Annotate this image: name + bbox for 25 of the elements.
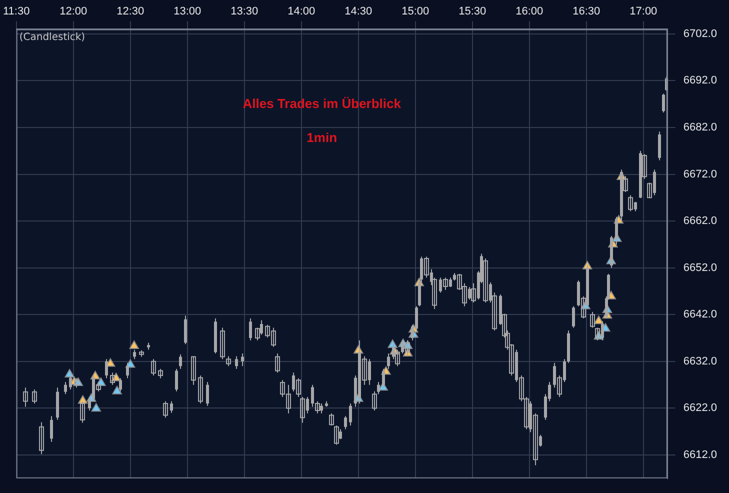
x-tick-label: 13:00 xyxy=(174,6,202,18)
y-tick-label: 6622.0 xyxy=(683,402,718,414)
annotation: (Candlestick) xyxy=(19,32,86,43)
x-tick-label: 15:00 xyxy=(402,6,430,18)
y-tick-label: 6612.0 xyxy=(683,449,718,462)
y-tick-label: 6632.0 xyxy=(683,355,718,368)
x-tick-label: 12:00 xyxy=(60,6,88,18)
x-tick-label: 11:30 xyxy=(2,6,30,18)
y-tick-label: 6672.0 xyxy=(683,168,718,180)
y-tick-label: 6692.0 xyxy=(683,74,718,87)
x-tick-label: 13:30 xyxy=(230,6,258,18)
text: Alles Trades im Überblick xyxy=(242,96,402,111)
y-tick-label: 6652.0 xyxy=(683,262,718,274)
x-tick-label: 14:30 xyxy=(344,6,372,18)
x-tick-label: 17:00 xyxy=(630,6,658,18)
x-tick-label: 16:00 xyxy=(516,6,544,18)
x-tick-label: 15:30 xyxy=(458,6,486,18)
text: 1min xyxy=(306,130,338,145)
y-tick-label: 6702.0 xyxy=(683,28,718,40)
x-tick-label: 16:30 xyxy=(572,6,600,18)
x-tick-label: 14:00 xyxy=(288,6,316,18)
y-tick-label: 6642.0 xyxy=(683,308,718,321)
x-tick-label: 12:30 xyxy=(116,6,144,18)
y-tick-label: 6682.0 xyxy=(683,121,718,134)
y-tick-label: 6662.0 xyxy=(683,215,718,228)
